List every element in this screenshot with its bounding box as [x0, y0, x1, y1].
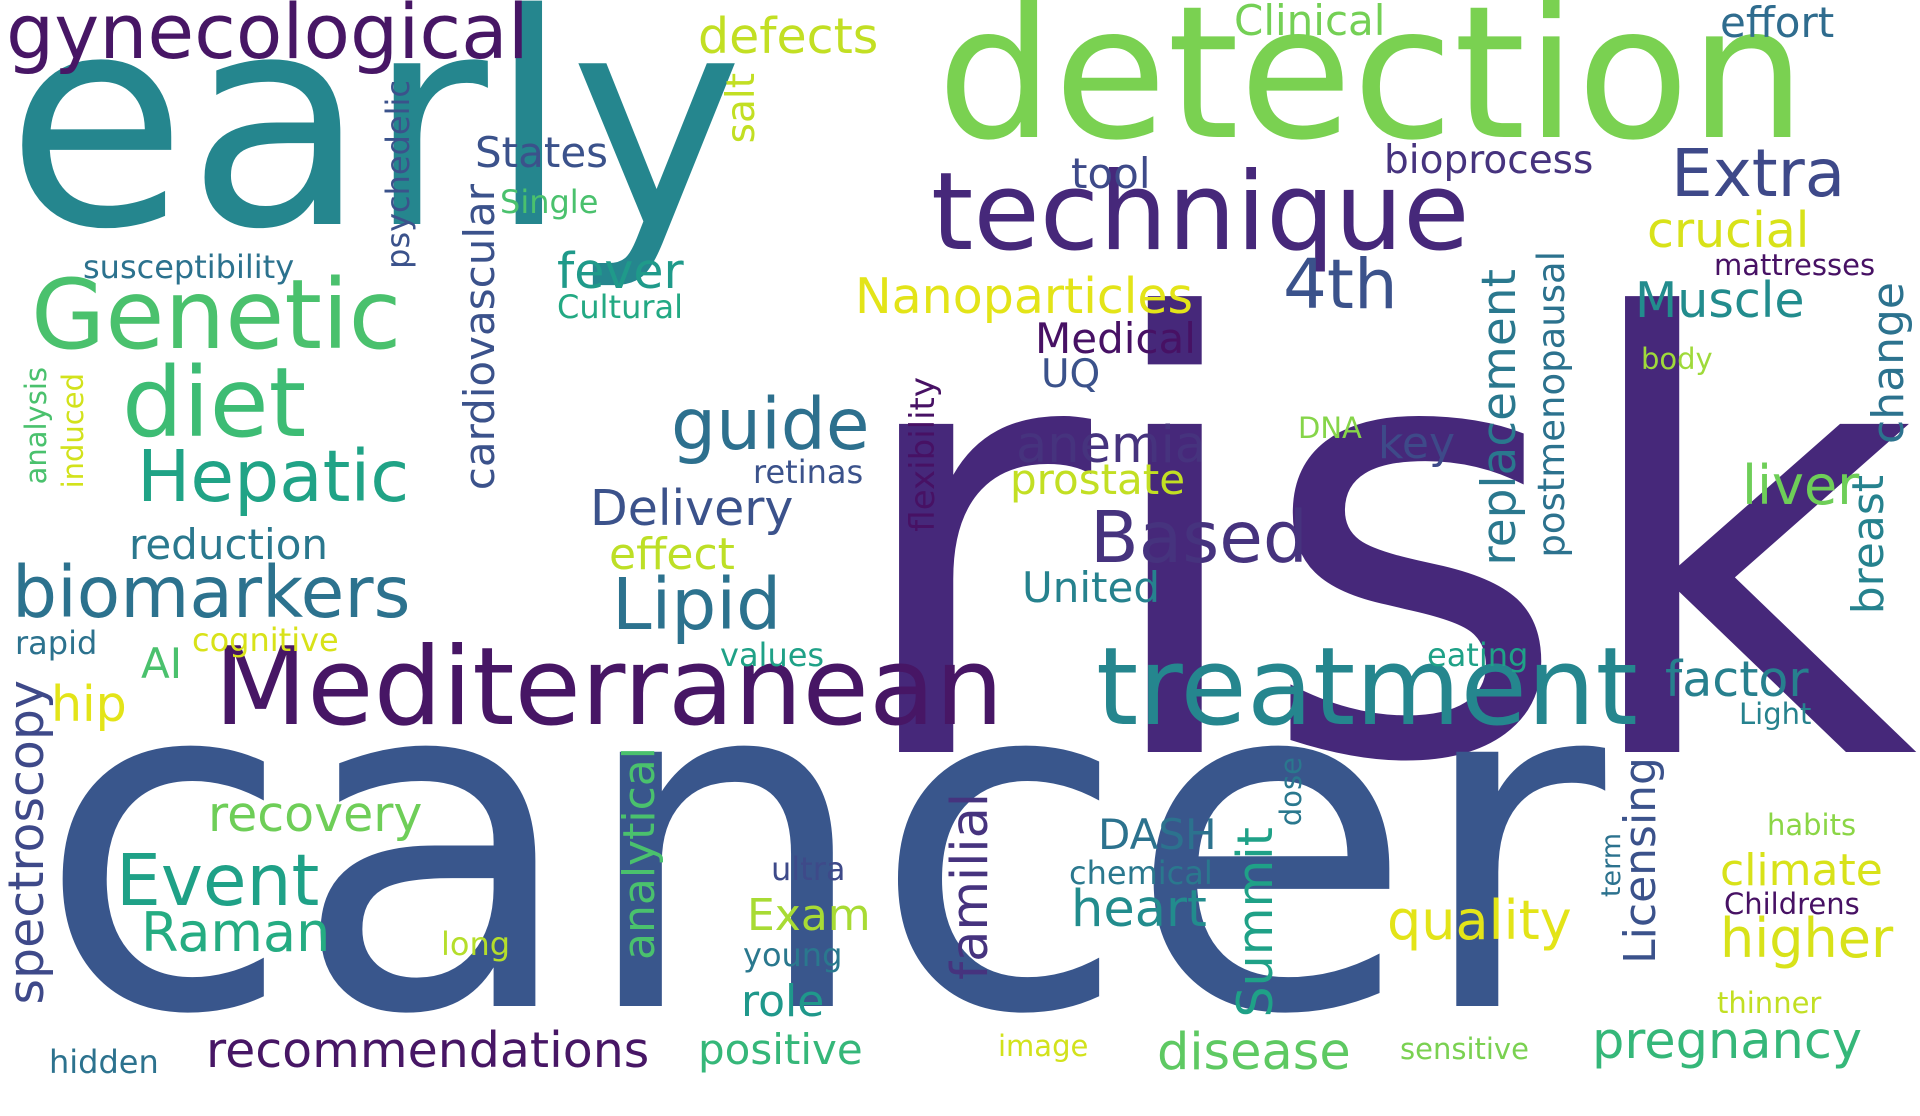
word-summit: Summit: [1227, 827, 1284, 1018]
word-retinas: retinas: [753, 453, 864, 491]
word-tool: tool: [1071, 149, 1151, 198]
word-familial: familial: [941, 793, 1000, 980]
word-muscle: Muscle: [1635, 272, 1805, 329]
word-recovery: recovery: [208, 786, 423, 843]
word-single: Single: [500, 183, 599, 221]
word-early: early: [6, 0, 744, 294]
word-bioprocess: bioprocess: [1384, 138, 1594, 183]
word-dose: dose: [1274, 757, 1308, 827]
word-prostate: prostate: [1010, 455, 1186, 504]
word-light: Light: [1739, 697, 1812, 731]
word-rapid: rapid: [15, 624, 98, 662]
word-gynecological: gynecological: [6, 0, 529, 76]
word-term: term: [1596, 833, 1627, 898]
word-analysis: analysis: [19, 367, 53, 485]
word-diet: diet: [122, 347, 307, 459]
word-ai: AI: [141, 639, 183, 688]
word-crucial: crucial: [1647, 202, 1810, 259]
word-detection: detection: [937, 0, 1806, 181]
word-cancer: cancer: [37, 574, 1606, 1116]
word-cognitive: cognitive: [192, 621, 339, 659]
word-dna: DNA: [1298, 411, 1362, 445]
word-induced: induced: [56, 373, 90, 489]
word-positive: positive: [698, 1025, 863, 1074]
word-effort: effort: [1720, 0, 1835, 47]
word-hepatic: Hepatic: [137, 435, 410, 518]
word-role: role: [741, 976, 825, 1027]
word-replacement: replacement: [1472, 269, 1527, 566]
word-key: key: [1378, 418, 1456, 469]
word-susceptibility: susceptibility: [83, 248, 295, 286]
word-states: States: [475, 128, 609, 177]
word-eating: eating: [1427, 636, 1529, 674]
word-analytical: analytical: [614, 747, 665, 960]
word-disease: disease: [1157, 1023, 1351, 1082]
word-mattresses: mattresses: [1714, 248, 1876, 282]
word-ultra: ultra: [771, 850, 846, 888]
word-lipid: Lipid: [612, 563, 782, 646]
word-pregnancy: pregnancy: [1592, 1012, 1863, 1071]
word-childrens: Childrens: [1724, 887, 1860, 921]
word-hidden: hidden: [49, 1043, 159, 1081]
word-postmenopausal: postmenopausal: [1530, 251, 1573, 558]
word-fever: fever: [557, 243, 684, 300]
word-liver: liver: [1742, 454, 1860, 517]
word-mediterranean: Mediterranean: [214, 625, 1004, 750]
word-biomarkers: biomarkers: [12, 551, 411, 634]
word-guide: guide: [671, 383, 870, 466]
word-anemia: anemia: [1016, 416, 1207, 475]
word-raman: Raman: [141, 901, 331, 964]
word-change: change: [1863, 282, 1914, 444]
word-factor: factor: [1665, 651, 1809, 708]
word-treatment: treatment: [1096, 625, 1638, 750]
word-genetic: Genetic: [31, 259, 402, 371]
word-chemical: chemical: [1069, 854, 1213, 892]
word-spectroscopy: spectroscopy: [0, 680, 55, 1005]
word-dash: DASH: [1098, 810, 1217, 859]
word-effect: effect: [609, 529, 735, 580]
word-sensitive: sensitive: [1400, 1032, 1529, 1066]
word-body: body: [1641, 342, 1713, 376]
word-risk: risk: [844, 195, 1918, 894]
word-climate: climate: [1720, 845, 1883, 896]
word-uq: UQ: [1041, 352, 1101, 397]
word-medical: Medical: [1035, 314, 1196, 363]
word-long: long: [441, 925, 511, 963]
word-values: values: [720, 636, 825, 674]
word-image: image: [998, 1029, 1089, 1063]
word-defects: defects: [698, 8, 879, 65]
word-hip: hip: [51, 676, 127, 733]
word-heart: heart: [1071, 880, 1207, 939]
word-delivery: Delivery: [590, 480, 794, 537]
word-event: Event: [116, 839, 320, 922]
word-technique: technique: [931, 150, 1470, 275]
word-psychedelic: psychedelic: [379, 80, 417, 269]
word-flexibility: flexibility: [903, 377, 943, 532]
word-cultural: Cultural: [557, 288, 683, 326]
word-4th: 4th: [1283, 245, 1398, 325]
word-thinner: thinner: [1717, 986, 1822, 1020]
word-reduction: reduction: [129, 520, 329, 569]
word-habits: habits: [1767, 808, 1857, 842]
word-young: young: [743, 936, 843, 974]
word-cardiovascular: cardiovascular: [455, 184, 504, 491]
word-united: United: [1022, 563, 1160, 612]
word-breast: breast: [1843, 475, 1894, 615]
word-exam: Exam: [747, 890, 871, 941]
word-quality: quality: [1387, 889, 1572, 952]
word-extra: Extra: [1671, 135, 1846, 212]
word-based: Based: [1090, 496, 1308, 579]
word-clinical: Clinical: [1234, 0, 1386, 45]
word-recommendations: recommendations: [206, 1022, 650, 1079]
word-nanoparticles: Nanoparticles: [855, 268, 1194, 325]
word-salt: salt: [719, 73, 764, 144]
word-higher: higher: [1720, 907, 1894, 970]
